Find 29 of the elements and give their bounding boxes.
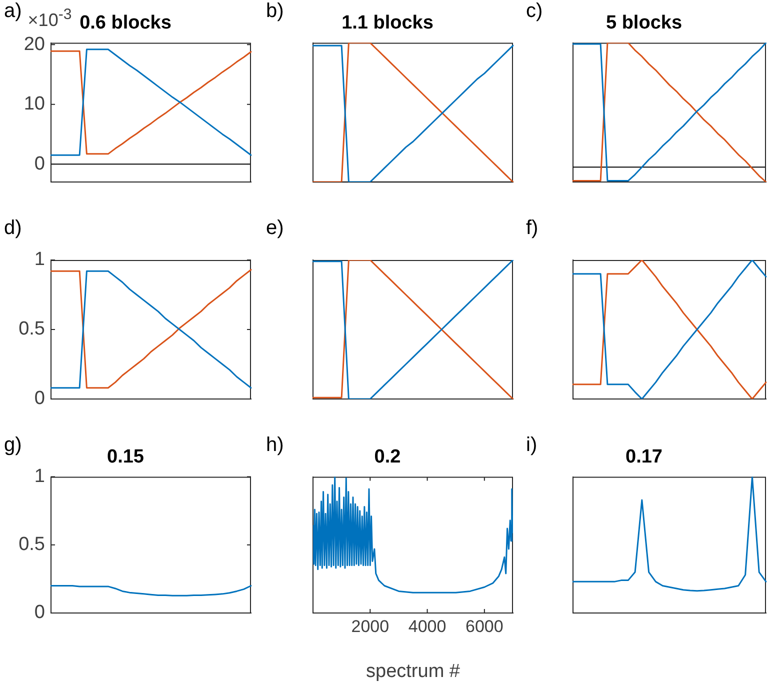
text: i): [526, 434, 538, 457]
y-tick-label: 0: [34, 388, 45, 410]
chart-title: 1.1 blocks: [342, 12, 434, 34]
chart-title: 0.2: [374, 446, 401, 468]
text: a): [4, 0, 22, 23]
y-tick-label: 10: [24, 94, 45, 115]
chart-title: 5 blocks: [606, 12, 682, 34]
text: c): [526, 0, 543, 23]
text: e): [266, 217, 284, 240]
y-tick-label: 1: [34, 249, 45, 270]
y-tick-label: 0.5: [18, 534, 45, 556]
text: h): [266, 434, 284, 457]
x-tick-label: 2000: [351, 616, 390, 636]
y-tick-label: 20: [24, 34, 45, 55]
text: b): [266, 0, 284, 23]
x-axis-title: spectrum #: [366, 660, 460, 682]
x-tick-label: 6000: [466, 616, 504, 636]
chart-title: 0.17: [626, 446, 662, 468]
y-tick-label: 1: [34, 466, 45, 488]
text: ×10$^{-3}$: [28, 6, 72, 31]
text: g): [4, 434, 22, 457]
y-tick-label: 0.5: [18, 318, 45, 340]
text: f): [526, 217, 538, 240]
chart-title: 0.6 blocks: [80, 12, 172, 34]
text: d): [4, 217, 22, 240]
y-tick-label: 0: [34, 602, 45, 624]
y-tick-label: 0: [34, 153, 45, 174]
chart-title: 0.15: [107, 446, 144, 468]
x-tick-label: 4000: [408, 616, 446, 636]
